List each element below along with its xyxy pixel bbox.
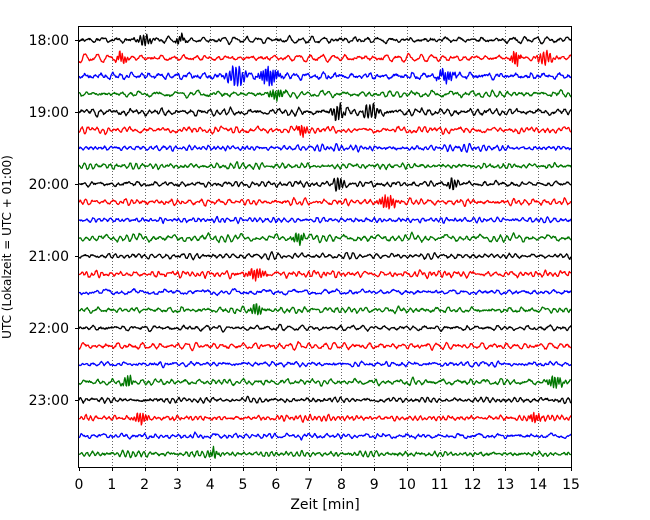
x-tick-label: 7: [304, 477, 313, 493]
y-tick-label: 22:00: [29, 321, 69, 337]
trace-2145: [78, 303, 572, 316]
x-axis-title: Zeit [min]: [290, 497, 359, 513]
y-tick-label: 21:00: [29, 249, 69, 265]
x-tick-label: 4: [206, 477, 215, 493]
trace-1915: [78, 124, 572, 138]
trace-2315: [78, 411, 572, 426]
trace-2230: [78, 360, 572, 369]
x-tick-label: 0: [75, 477, 84, 493]
y-tick-label: 18:00: [29, 33, 69, 49]
trace-2130: [78, 288, 572, 297]
trace-1900: [78, 102, 572, 122]
trace-2000: [78, 177, 572, 192]
x-tick-label: 10: [398, 477, 416, 493]
x-tick-label: 3: [173, 477, 182, 493]
trace-2215: [78, 340, 572, 352]
trace-1830: [78, 65, 572, 87]
trace-1845: [78, 89, 572, 102]
y-tick-label: 20:00: [29, 177, 69, 193]
y-tick-label: 23:00: [29, 393, 69, 409]
trace-1800: [78, 32, 572, 47]
x-tick-label: 5: [239, 477, 248, 493]
trace-2045: [78, 231, 572, 247]
trace-2330: [78, 431, 572, 441]
trace-2030: [78, 215, 572, 225]
y-axis-title: UTC (Lokalzeit = UTC + 01:00): [0, 155, 14, 339]
trace-1945: [78, 161, 572, 171]
trace-2345: [78, 445, 572, 459]
trace-2200: [78, 323, 572, 333]
x-tick-label: 13: [496, 477, 514, 493]
trace-2115: [78, 268, 572, 282]
y-tick-label: 19:00: [29, 105, 69, 121]
x-axis-ticks: 0 1 2 3 4 5 6 7 8 9 10 11 12 13 14 15: [75, 467, 580, 493]
x-tick-label: 1: [107, 477, 116, 493]
trace-1930: [78, 142, 572, 153]
x-tick-label: 15: [562, 477, 580, 493]
x-tick-label: 11: [431, 477, 449, 493]
trace-2245: [78, 374, 572, 389]
x-tick-label: 14: [529, 477, 547, 493]
y-axis-ticks: 18:00 19:00 20:00 21:00 22:00 23:00: [29, 33, 79, 409]
seismic-traces: [78, 32, 572, 459]
x-tick-label: 9: [370, 477, 379, 493]
trace-1815: [78, 49, 572, 67]
x-tick-label: 2: [140, 477, 149, 493]
trace-2100: [78, 251, 572, 261]
vertical-grid: [112, 27, 539, 467]
x-tick-label: 12: [464, 477, 482, 493]
trace-2300: [78, 395, 572, 405]
plot-frame: [78, 26, 572, 468]
x-tick-label: 8: [337, 477, 346, 493]
x-tick-label: 6: [271, 477, 280, 493]
trace-2015: [78, 194, 572, 210]
